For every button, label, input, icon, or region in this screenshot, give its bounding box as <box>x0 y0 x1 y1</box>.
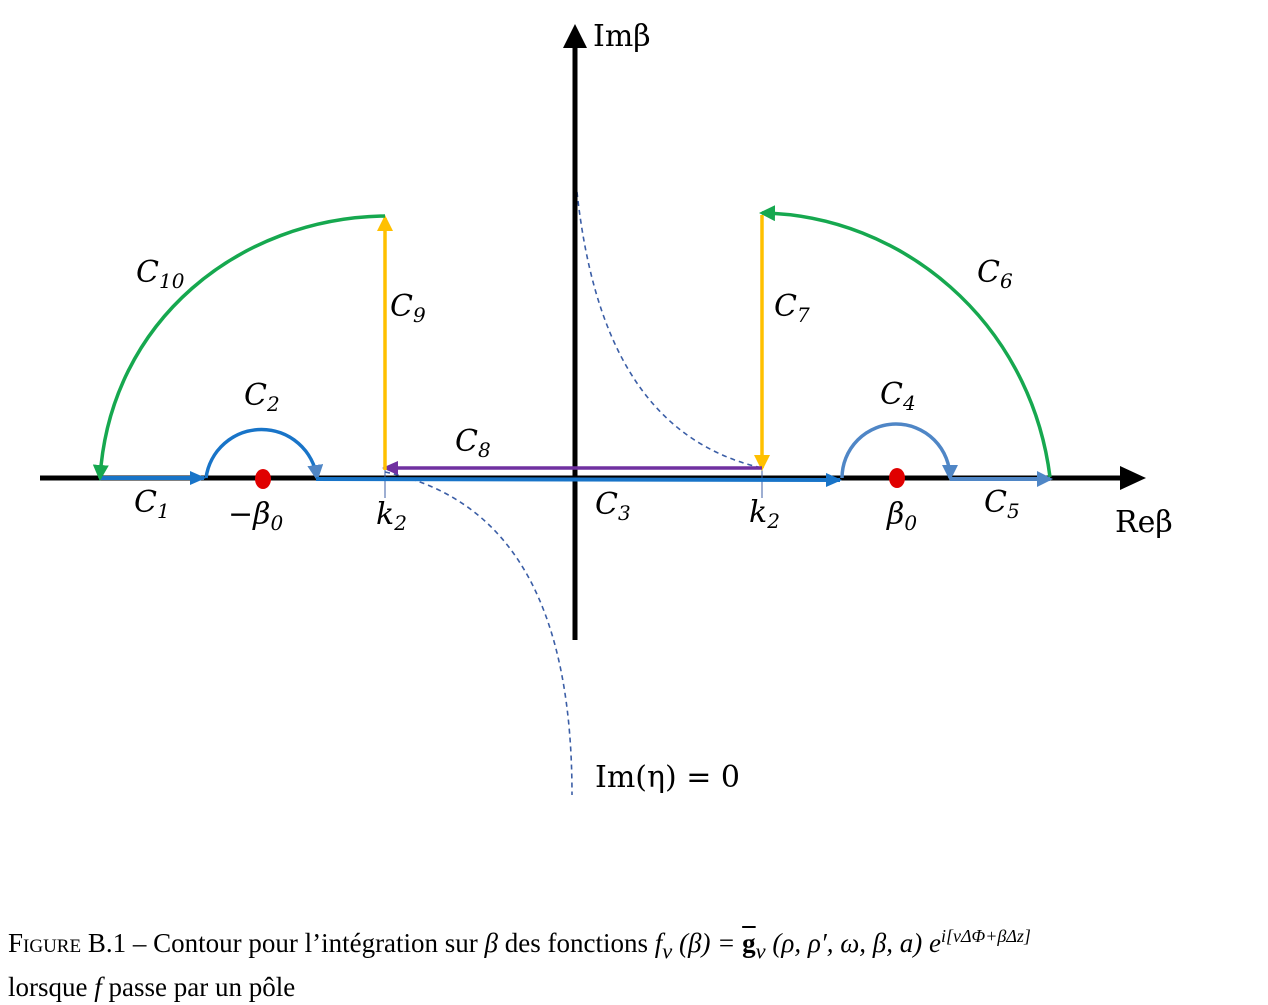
contour-c4 <box>840 422 958 481</box>
contour-label-c3: C3 <box>595 487 631 525</box>
contour-label-c8: C8 <box>455 424 491 462</box>
branch-curve-upper <box>576 191 763 469</box>
caption-f: f <box>654 928 663 958</box>
caption-line2-f: f <box>94 972 102 1003</box>
pole-minus-beta0 <box>255 469 271 489</box>
caption-exponent: i[νΔΦ+βΔz] <box>940 926 1031 946</box>
contour-label-c6: C6 <box>977 255 1013 293</box>
caption-figure-number: B.1 <box>87 928 127 958</box>
contour-label-c4: C4 <box>880 377 916 415</box>
contour-c2 <box>204 427 324 481</box>
contour-label-c7: C7 <box>774 289 810 327</box>
caption-f-arg: (β) = <box>679 928 736 958</box>
caption-g-args: (ρ, ρ′, ω, β, a) e <box>772 928 941 958</box>
caption-beta: β <box>484 928 498 958</box>
caption-line2-a: lorsque <box>8 972 88 1003</box>
contour-c6 <box>759 205 1052 478</box>
real-axis-arrowhead <box>1120 466 1146 490</box>
caption-f-sub: ν <box>662 938 673 964</box>
contour-diagram: Imβ Reβ Im(η) = 0 −β0 k2 k2 β0 C1 C2 C3 … <box>40 19 1173 796</box>
caption-g-sub: ν <box>755 938 766 964</box>
caption-figure-word: Figure <box>8 928 82 958</box>
contour-label-c5: C5 <box>984 485 1020 523</box>
point-label-beta0: β0 <box>886 497 917 535</box>
real-axis-label: Reβ <box>1115 505 1173 540</box>
contour-label-c1: C1 <box>134 485 170 523</box>
point-label-minus-beta0: −β0 <box>228 497 283 535</box>
contour-label-c10: C10 <box>136 255 185 293</box>
point-label-k2-left: k2 <box>376 497 407 535</box>
caption-line2-b: passe par un pôle <box>108 972 296 1003</box>
branch-curve-lower <box>384 471 573 796</box>
imaginary-axis-arrowhead <box>563 24 587 48</box>
caption-text-2: des fonctions <box>504 928 648 958</box>
caption-g: g <box>742 928 756 958</box>
contour-c10 <box>92 214 386 481</box>
pole-beta0 <box>889 468 905 488</box>
point-label-k2-right: k2 <box>749 495 780 533</box>
contour-label-c9: C9 <box>390 289 426 327</box>
figure-caption: Figure B.1 – Contour pour l’intégration … <box>8 918 1264 1005</box>
imaginary-axis-label: Imβ <box>593 19 651 54</box>
caption-dash: – <box>132 928 147 958</box>
contour-c3 <box>315 472 842 487</box>
contour-label-c2: C2 <box>244 378 280 416</box>
caption-text-1: Contour pour l’intégration sur <box>153 928 478 958</box>
branch-curve-label: Im(η) = 0 <box>595 760 740 795</box>
